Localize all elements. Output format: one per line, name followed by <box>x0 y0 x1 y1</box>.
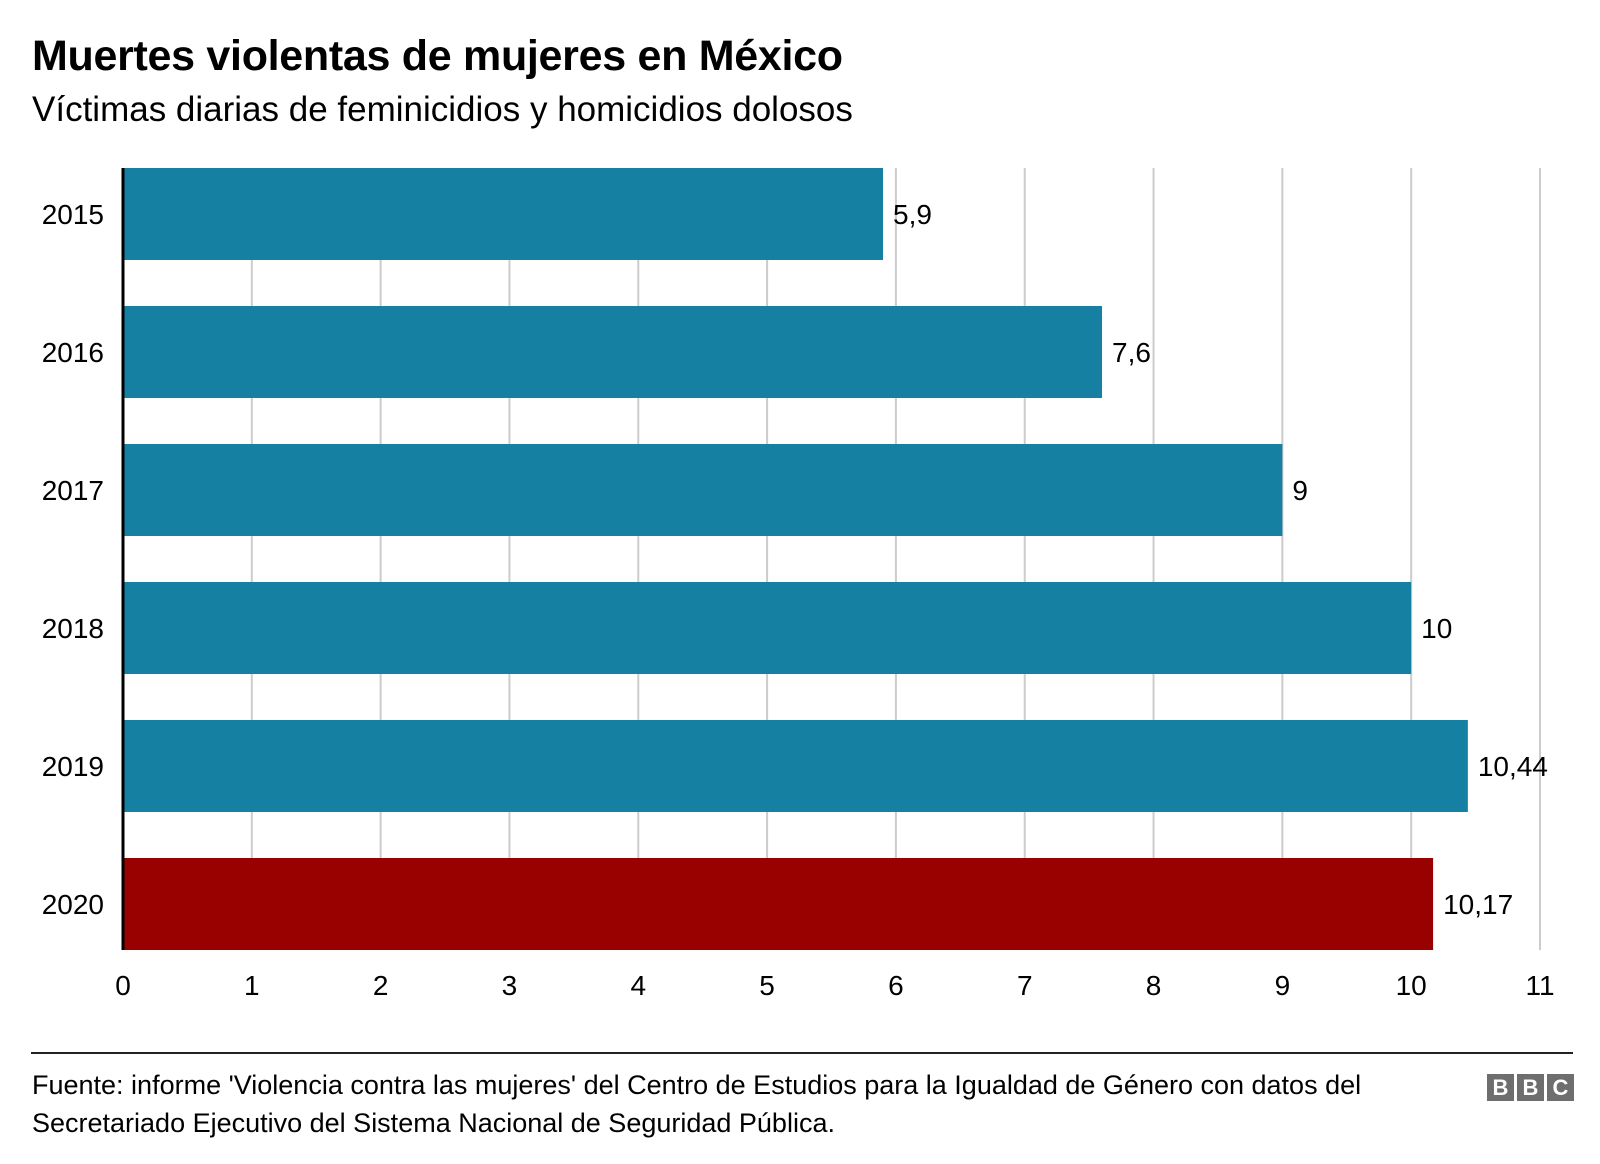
x-axis-labels: 0 1 2 3 4 5 6 7 8 9 10 11 <box>115 970 1554 1001</box>
value-label-2020: 10,17 <box>1443 889 1513 920</box>
bbc-logo: B B C <box>1487 1074 1574 1101</box>
bar-2015 <box>123 168 884 260</box>
bar-2017 <box>123 444 1283 536</box>
category-label-2017: 2017 <box>42 475 104 506</box>
x-tick-label: 1 <box>244 970 260 1001</box>
chart-title: Muertes violentas de mujeres en México <box>32 32 843 80</box>
x-tick-label: 9 <box>1275 970 1291 1001</box>
x-tick-label: 4 <box>630 970 646 1001</box>
y-axis-labels: 2015 2016 2017 2018 2019 2020 <box>42 199 104 920</box>
category-label-2016: 2016 <box>42 337 104 368</box>
bar-2016 <box>123 306 1103 398</box>
bar-2020 <box>123 858 1434 950</box>
bbc-logo-letter: B <box>1517 1074 1544 1101</box>
value-label-2017: 9 <box>1292 475 1308 506</box>
x-tick-label: 6 <box>888 970 904 1001</box>
bar-2019 <box>123 720 1468 812</box>
x-tick-label: 0 <box>115 970 131 1001</box>
value-label-2015: 5,9 <box>893 199 932 230</box>
value-label-2018: 10 <box>1421 613 1452 644</box>
x-tick-label: 10 <box>1396 970 1427 1001</box>
category-label-2019: 2019 <box>42 751 104 782</box>
x-tick-label: 7 <box>1017 970 1033 1001</box>
category-label-2018: 2018 <box>42 613 104 644</box>
category-label-2015: 2015 <box>42 199 104 230</box>
value-label-2019: 10,44 <box>1478 751 1548 782</box>
value-labels: 5,9 7,6 9 10 10,44 10,17 <box>893 199 1548 920</box>
gridlines <box>250 168 1541 950</box>
value-label-2016: 7,6 <box>1112 337 1151 368</box>
bbc-logo-letter: C <box>1547 1074 1574 1101</box>
bars <box>123 168 1468 950</box>
x-tick-label: 11 <box>1525 970 1554 1001</box>
bar-2018 <box>123 582 1412 674</box>
chart-subtitle: Víctimas diarias de feminicidios y homic… <box>32 90 853 129</box>
bbc-logo-letter: B <box>1487 1074 1514 1101</box>
x-tick-label: 3 <box>502 970 518 1001</box>
x-tick-label: 2 <box>373 970 389 1001</box>
x-tick-label: 5 <box>759 970 775 1001</box>
category-label-2020: 2020 <box>42 889 104 920</box>
source-note: Fuente: informe 'Violencia contra las mu… <box>32 1070 1362 1138</box>
x-tick-label: 8 <box>1146 970 1162 1001</box>
footer-divider <box>31 1052 1573 1054</box>
